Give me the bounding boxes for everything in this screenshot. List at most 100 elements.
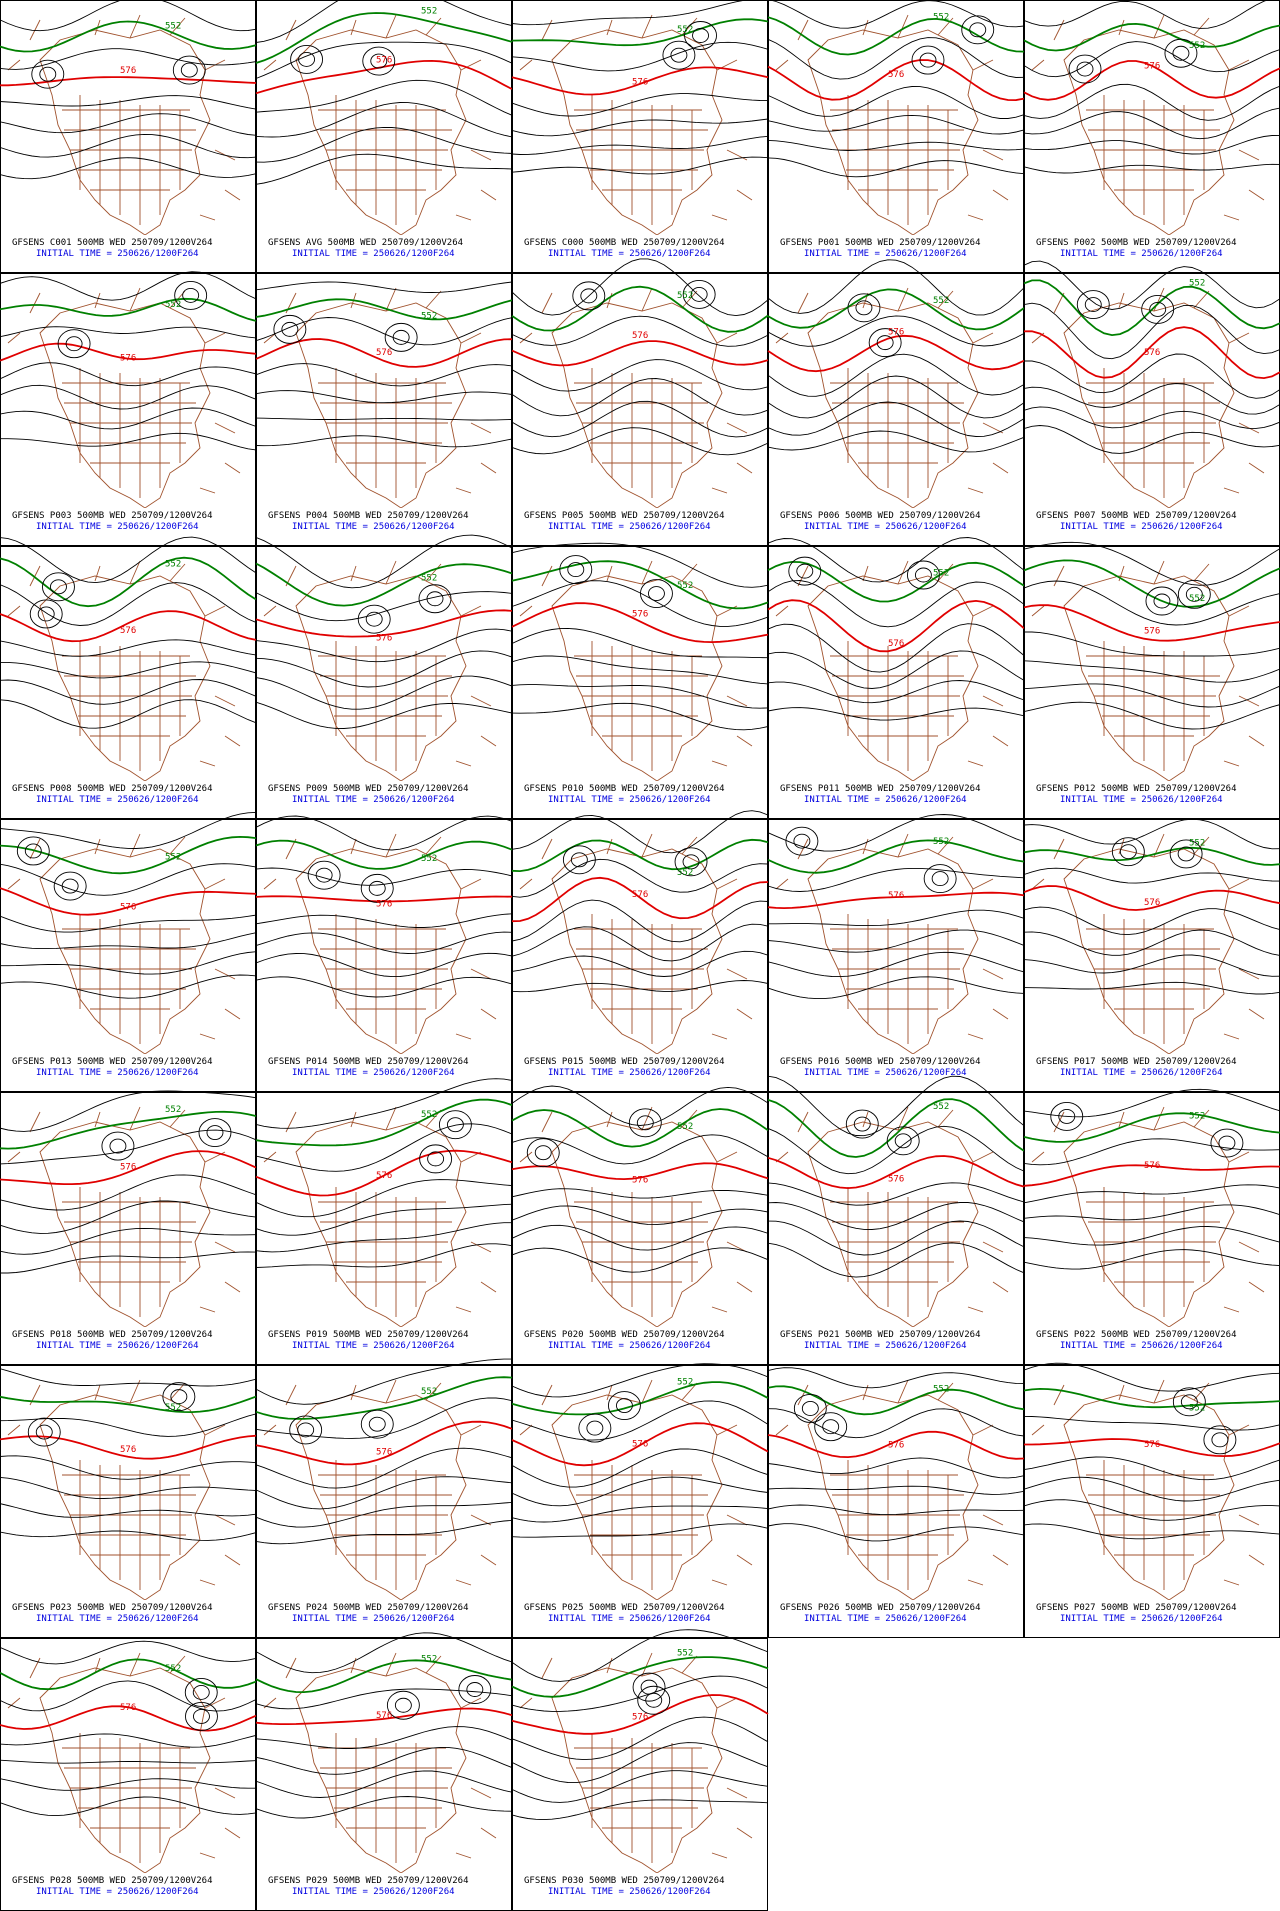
contour xyxy=(767,1367,1025,1389)
contour xyxy=(768,909,1025,927)
contour xyxy=(1023,683,1280,708)
contour-label: 576 xyxy=(1144,1440,1160,1450)
contour-label: 552 xyxy=(933,12,949,22)
caption-bg xyxy=(520,1054,760,1078)
low-center xyxy=(674,847,708,877)
contour xyxy=(1023,1204,1280,1221)
contour-552 xyxy=(511,1656,769,1698)
contour xyxy=(0,1476,257,1499)
contour xyxy=(511,1224,769,1251)
contour xyxy=(511,315,769,347)
caption-bg xyxy=(8,781,248,805)
contour xyxy=(0,951,257,975)
panel-member: GFSENS P016 500MB WED 250709/1200V264 xyxy=(780,1057,980,1067)
contour-552 xyxy=(767,560,1025,603)
contour-552 xyxy=(511,560,769,610)
low-center xyxy=(876,335,894,351)
panel-frame xyxy=(0,819,256,1092)
contour-552 xyxy=(0,20,257,53)
panel-init-time: INITIAL TIME = 250626/1200F264 xyxy=(804,1614,967,1624)
low-center xyxy=(1145,586,1179,616)
contour xyxy=(0,1413,257,1437)
contour xyxy=(0,1200,257,1234)
low-center xyxy=(628,1108,662,1138)
panel-member: GFSENS P013 500MB WED 250709/1200V264 xyxy=(12,1057,212,1067)
contour xyxy=(767,1242,1025,1278)
caption-bg xyxy=(8,1327,248,1351)
contour-label: 576 xyxy=(376,633,392,643)
contour-label: 576 xyxy=(120,1163,136,1173)
low-center xyxy=(315,867,333,883)
contour xyxy=(1023,107,1280,140)
map-panel: 576 552 GFSENS P003 500MB WED 250709/1200V… xyxy=(0,271,257,546)
contour-576 xyxy=(767,334,1025,373)
map-panel: 576 552 GFSENS AVG 500MB WED 250709/1200V2… xyxy=(255,0,513,273)
low-center xyxy=(360,873,394,903)
contour xyxy=(1023,660,1280,683)
panel-member: GFSENS C001 500MB WED 250709/1200V264 xyxy=(12,238,212,248)
contour xyxy=(767,1504,1025,1516)
contour xyxy=(255,815,513,851)
panel-init-time: INITIAL TIME = 250626/1200F264 xyxy=(36,1887,199,1897)
contour xyxy=(511,627,769,659)
panel-init-time: INITIAL TIME = 250626/1200F264 xyxy=(292,1614,455,1624)
contour xyxy=(0,113,257,136)
contour xyxy=(0,384,257,410)
contour-552 xyxy=(0,1110,257,1150)
caption-bg xyxy=(264,508,504,532)
contour xyxy=(0,639,257,657)
contour xyxy=(767,976,1025,1000)
caption-bg xyxy=(264,235,504,259)
caption-bg xyxy=(264,1600,504,1624)
contour xyxy=(255,1726,513,1749)
low-center xyxy=(647,586,665,601)
contour xyxy=(255,417,513,421)
contour xyxy=(511,93,769,117)
contour-576 xyxy=(1024,326,1280,380)
low-center xyxy=(578,1413,612,1443)
contour-label: 552 xyxy=(421,573,437,583)
panel-init-time: INITIAL TIME = 250626/1200F264 xyxy=(548,522,711,532)
panel-member: GFSENS P012 500MB WED 250709/1200V264 xyxy=(1036,784,1236,794)
contour xyxy=(0,1368,257,1387)
low-center xyxy=(1141,294,1175,324)
panel-frame xyxy=(512,546,768,819)
contour xyxy=(0,133,257,159)
contour xyxy=(0,914,257,933)
low-center xyxy=(847,293,881,323)
map-panel: 576 552 GFSENS P021 500MB WED 250709/1200V… xyxy=(767,1075,1025,1365)
low-center xyxy=(206,1125,224,1140)
contour-label: 552 xyxy=(1189,278,1205,288)
low-center xyxy=(1172,1387,1206,1417)
contour xyxy=(0,1090,257,1132)
contour-552 xyxy=(0,297,257,322)
low-center xyxy=(182,287,200,303)
contour xyxy=(511,950,769,977)
map-panel: 576 552 GFSENS P012 500MB WED 250709/1200V… xyxy=(1023,541,1280,819)
contour xyxy=(0,362,257,387)
contour-576 xyxy=(767,1430,1025,1460)
low-center xyxy=(845,1109,879,1139)
low-center xyxy=(24,843,42,859)
contour-label: 552 xyxy=(165,560,181,570)
map-panel: 576 552 GFSENS P004 500MB WED 250709/1200V… xyxy=(255,273,513,546)
contour-label: 576 xyxy=(632,1713,648,1723)
contour xyxy=(255,1447,513,1489)
contour-552 xyxy=(1023,559,1280,608)
contour-label: 576 xyxy=(120,354,136,364)
panel-member: GFSENS P029 500MB WED 250709/1200V264 xyxy=(268,1876,468,1886)
panel-member: GFSENS P023 500MB WED 250709/1200V264 xyxy=(12,1603,212,1613)
low-center xyxy=(911,45,945,75)
low-center xyxy=(370,53,388,69)
low-center xyxy=(662,40,696,70)
low-center xyxy=(961,15,995,45)
contour xyxy=(511,258,769,317)
contour xyxy=(511,1188,769,1199)
low-center xyxy=(298,51,316,67)
contour-label: 576 xyxy=(120,1445,136,1455)
panel-frame xyxy=(768,1365,1024,1638)
contour xyxy=(255,701,513,729)
contour-label: 552 xyxy=(933,1385,949,1395)
panel-member: GFSENS P020 500MB WED 250709/1200V264 xyxy=(524,1330,724,1340)
low-center xyxy=(16,836,50,866)
